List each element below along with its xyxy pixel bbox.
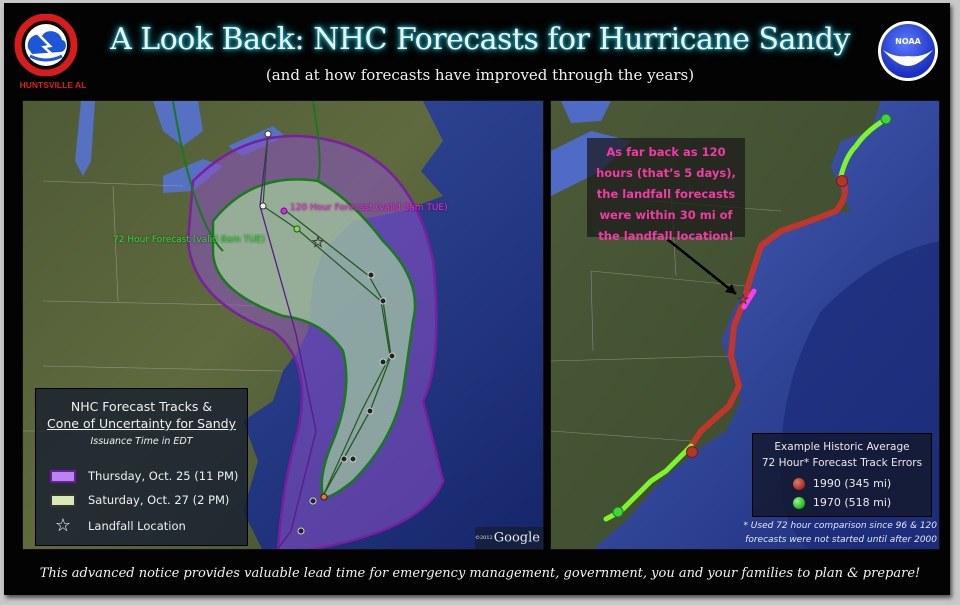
track-error-map[interactable]: ☆ As far back as 120 hours (that’s 5 day… [550, 100, 940, 550]
callout-line1: As far back as 120 [606, 145, 726, 159]
forecast-track-map[interactable]: ☆ 72 Hour Forecast (valid 8am TUE) 120 H… [22, 100, 544, 550]
legend-item-1990: 1990 (345 mi) [753, 477, 931, 490]
legend-title-line2: Cone of Uncertainty for Sandy [47, 416, 236, 431]
legend-item-label: Landfall Location [88, 519, 186, 533]
forecast-legend: NHC Forecast Tracks & Cone of Uncertaint… [35, 388, 248, 546]
landfall-star-icon: ☆ [737, 293, 750, 308]
attribution-year: ©2012 [475, 535, 493, 541]
legend-item-oct25: Thursday, Oct. 25 (11 PM) [50, 469, 238, 483]
callout-line5: the landfall location! [598, 229, 734, 243]
purple-swatch-icon [50, 469, 76, 483]
legend-title-line2: 72 Hour* Forecast Track Errors [761, 457, 923, 469]
legend-title-line1: Example Historic Average [774, 441, 910, 453]
footnote-line2: forecasts were not started until after 2… [745, 535, 937, 545]
callout-line3: the landfall forecasts [596, 187, 736, 201]
label-72-hour-forecast: 72 Hour Forecast (valid 8am TUE) [113, 235, 265, 245]
landfall-star-icon: ☆ [311, 235, 324, 251]
legend-item-label: 1970 (518 mi) [812, 496, 892, 509]
legend-item-label: Saturday, Oct. 27 (2 PM) [88, 493, 230, 507]
page-subtitle: (and at how forecasts have improved thro… [265, 66, 695, 84]
attribution-brand: Google [493, 530, 540, 546]
google-attribution: ©2012Google [475, 527, 543, 549]
legend-item-label: 1990 (345 mi) [812, 477, 892, 490]
green-swatch-icon [50, 493, 76, 507]
label-120-hour-forecast: 120 Hour Forecast (valid 8am TUE) [290, 203, 448, 213]
footnote-line1: * Used 72 hour comparison since 96 & 120 [743, 521, 937, 531]
legend-item-label: Thursday, Oct. 25 (11 PM) [88, 469, 239, 483]
legend-subtitle: Issuance Time in EDT [90, 436, 193, 447]
legend-item-landfall: ☆ Landfall Location [50, 515, 186, 536]
callout-line4: were within 30 mi of [599, 208, 733, 222]
green-dot-icon [792, 496, 805, 509]
page-title: A Look Back: NHC Forecasts for Hurricane… [110, 22, 850, 57]
red-dot-icon [792, 477, 805, 490]
nws-office-label: HUNTSVILLE AL [19, 80, 87, 90]
track-error-legend: Example Historic Average 72 Hour* Foreca… [752, 433, 932, 517]
noaa-logo: NOAA [877, 20, 939, 82]
nws-logo: HUNTSVILLE AL [10, 13, 86, 98]
svg-text:NOAA: NOAA [895, 37, 921, 46]
star-icon: ☆ [54, 515, 72, 536]
callout-line2: hours (that’s 5 days), [596, 166, 736, 180]
nws-logo-icon [14, 13, 78, 77]
legend-title-line1: NHC Forecast Tracks & [70, 399, 213, 414]
legend-item-oct27: Saturday, Oct. 27 (2 PM) [50, 493, 229, 507]
landfall-accuracy-callout: As far back as 120 hours (that’s 5 days)… [587, 138, 745, 243]
footnote: * Used 72 hour comparison since 96 & 120… [701, 519, 937, 547]
legend-item-1970: 1970 (518 mi) [753, 496, 931, 509]
noaa-logo-icon: NOAA [878, 21, 938, 81]
footer-message: This advanced notice provides valuable l… [39, 566, 921, 581]
